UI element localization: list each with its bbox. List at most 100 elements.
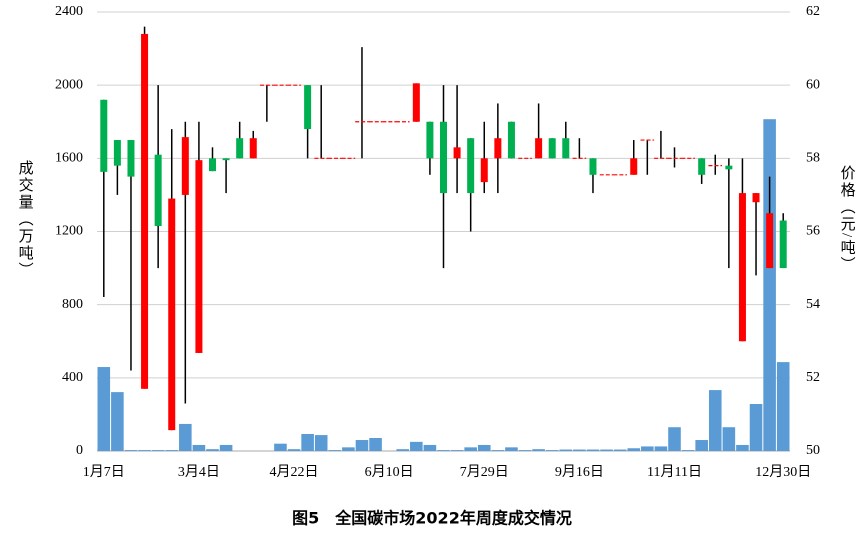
candle-body [426, 121, 434, 159]
volume-bar [736, 444, 749, 451]
volume-bar [654, 446, 668, 451]
volume-bar [681, 450, 695, 451]
candle-body [453, 147, 461, 159]
candle-body [548, 138, 556, 159]
y-tick-label: 800 [62, 297, 83, 312]
y2-tick-label: 54 [806, 297, 820, 312]
volume-bar [219, 444, 233, 451]
candle-body [507, 121, 515, 159]
volume-bar [627, 448, 641, 451]
y2-tick-label: 50 [806, 443, 820, 458]
candle-body [494, 138, 502, 159]
x-tick-label: 1月7日 [83, 464, 125, 480]
x-tick-label: 12月30日 [755, 464, 811, 480]
y2-axis-title: 价格（元/吨） [839, 165, 856, 273]
volume-bar [613, 449, 627, 451]
candle-body [113, 140, 121, 166]
volume-bar [641, 446, 654, 451]
volume-bar [532, 449, 545, 451]
volume-bar [491, 450, 505, 451]
y-tick-label: 1600 [55, 151, 83, 166]
volume-bar [410, 441, 423, 451]
volume-bar [545, 450, 559, 451]
x-tick-label: 4月22日 [270, 464, 319, 480]
volume-bar [396, 449, 410, 451]
volume-bar [668, 427, 681, 451]
candle-body [141, 33, 149, 389]
candle-body [738, 193, 746, 342]
chart-title: 图5 全国碳市场2022年周度成交情况 [292, 509, 572, 528]
volume-bar [124, 450, 138, 451]
candle-body [440, 121, 447, 194]
volume-bar [165, 450, 179, 451]
volume-bar [586, 449, 600, 451]
candle-body [630, 158, 638, 175]
y-tick-label: 2000 [55, 77, 83, 92]
candle-body [127, 140, 135, 177]
volume-bar [206, 449, 219, 451]
volume-bar [287, 449, 301, 451]
volume-bar [97, 367, 111, 451]
candle-body [304, 85, 312, 130]
volume-bar [776, 362, 790, 451]
y2-tick-label: 62 [806, 4, 820, 19]
x-tick-label: 11月11日 [647, 464, 702, 480]
candle-body [562, 138, 570, 159]
candle-body [698, 158, 706, 175]
volume-bar [763, 119, 776, 452]
volume-bar [695, 440, 708, 451]
y-axis-title: 成交量（万吨） [17, 160, 34, 279]
volume-bar [708, 390, 722, 451]
candle-body [779, 220, 787, 269]
volume-bar [722, 427, 736, 451]
volume-bar [274, 443, 287, 451]
volume-bar [151, 450, 165, 451]
volume-bar [179, 423, 192, 451]
y-tick-label: 1200 [55, 224, 83, 239]
candle-body [100, 99, 108, 172]
volume-bar [355, 440, 369, 451]
volume-bar [369, 438, 382, 451]
y2-tick-label: 58 [806, 151, 820, 166]
x-tick-label: 7月29日 [460, 464, 509, 480]
candle-body [752, 193, 760, 203]
candle-body [480, 158, 488, 183]
candle-body [589, 158, 597, 175]
volume-bar [464, 447, 477, 451]
volume-bar [301, 433, 314, 451]
candle-body [236, 138, 244, 159]
x-tick-label: 3月4日 [178, 464, 220, 480]
candle-body [222, 158, 230, 161]
y-tick-label: 2400 [55, 4, 83, 19]
volume-bar [423, 444, 437, 451]
volume-bar [518, 450, 532, 451]
candle-body [195, 160, 203, 353]
candle-body [725, 165, 733, 170]
volume-bar [450, 450, 464, 451]
y2-tick-label: 52 [806, 370, 820, 385]
volume-bar [342, 447, 355, 451]
volume-bar [314, 435, 328, 451]
candle-body [412, 83, 420, 122]
volume-bar [749, 403, 763, 451]
x-tick-label: 6月10日 [365, 464, 414, 480]
candle-body [467, 138, 475, 194]
volume-bar [559, 449, 573, 451]
candle-body [766, 213, 774, 269]
candle-body [249, 138, 257, 159]
volume-bar [437, 450, 450, 451]
x-tick-label: 9月16日 [555, 464, 604, 480]
y2-tick-label: 56 [806, 224, 820, 239]
volume-bar [138, 450, 151, 451]
candle-body [154, 154, 162, 227]
volume-bar [573, 449, 586, 451]
volume-bar [328, 450, 342, 451]
volume-bar [192, 444, 206, 451]
candle-body [535, 138, 543, 159]
volume-bar [505, 447, 518, 451]
volume-bar [477, 444, 491, 451]
y-tick-label: 400 [62, 370, 83, 385]
y2-tick-label: 60 [806, 77, 820, 92]
volume-bar [600, 449, 613, 451]
